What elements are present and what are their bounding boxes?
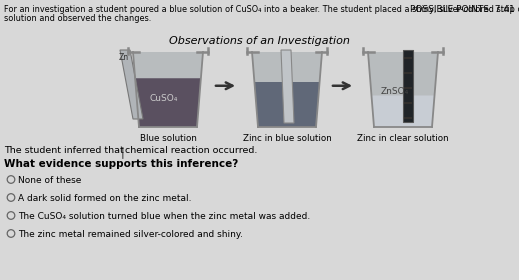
Polygon shape bbox=[120, 50, 143, 119]
Text: Zinc in blue solution: Zinc in blue solution bbox=[242, 134, 331, 143]
Text: The student inferred that: The student inferred that bbox=[4, 146, 127, 155]
Polygon shape bbox=[133, 52, 203, 127]
Text: Blue solution: Blue solution bbox=[140, 134, 196, 143]
Polygon shape bbox=[403, 50, 413, 122]
Text: solution and observed the changes.: solution and observed the changes. bbox=[4, 14, 151, 23]
Text: │: │ bbox=[119, 146, 125, 158]
Text: Observations of an Investigation: Observations of an Investigation bbox=[169, 36, 349, 46]
Polygon shape bbox=[252, 52, 322, 127]
Polygon shape bbox=[372, 95, 434, 127]
Text: chemical reaction occurred.: chemical reaction occurred. bbox=[122, 146, 257, 155]
Text: For an investigation a student poured a blue solution of CuSO₄ into a beaker. Th: For an investigation a student poured a … bbox=[4, 5, 519, 14]
Text: ZnSO₄: ZnSO₄ bbox=[381, 87, 409, 95]
Text: Zinc in clear solution: Zinc in clear solution bbox=[357, 134, 449, 143]
Text: None of these: None of these bbox=[18, 176, 81, 185]
Polygon shape bbox=[135, 78, 201, 127]
Text: The zinc metal remained silver-colored and shiny.: The zinc metal remained silver-colored a… bbox=[18, 230, 243, 239]
Text: Zn: Zn bbox=[119, 53, 129, 62]
Text: POSSIBLE POINTS: 7.41: POSSIBLE POINTS: 7.41 bbox=[410, 5, 515, 14]
Polygon shape bbox=[368, 52, 438, 127]
Polygon shape bbox=[254, 82, 320, 127]
Text: The CuSO₄ solution turned blue when the zinc metal was added.: The CuSO₄ solution turned blue when the … bbox=[18, 212, 310, 221]
Polygon shape bbox=[281, 50, 294, 123]
Text: What evidence supports this inference?: What evidence supports this inference? bbox=[4, 159, 238, 169]
Text: A dark solid formed on the zinc metal.: A dark solid formed on the zinc metal. bbox=[18, 194, 192, 203]
Text: CuSO₄: CuSO₄ bbox=[150, 94, 178, 103]
